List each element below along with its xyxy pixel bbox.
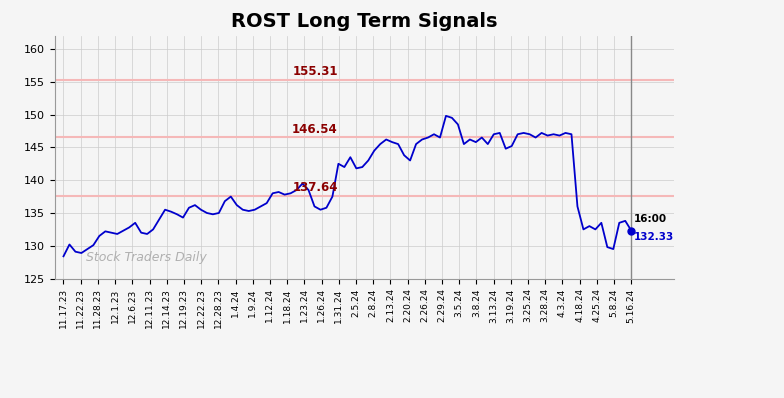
Text: 137.64: 137.64	[292, 181, 338, 194]
Text: 155.31: 155.31	[292, 65, 338, 78]
Text: Stock Traders Daily: Stock Traders Daily	[86, 251, 207, 264]
Text: 132.33: 132.33	[633, 232, 674, 242]
Title: ROST Long Term Signals: ROST Long Term Signals	[231, 12, 498, 31]
Text: 146.54: 146.54	[292, 123, 338, 136]
Text: 16:00: 16:00	[633, 214, 667, 224]
